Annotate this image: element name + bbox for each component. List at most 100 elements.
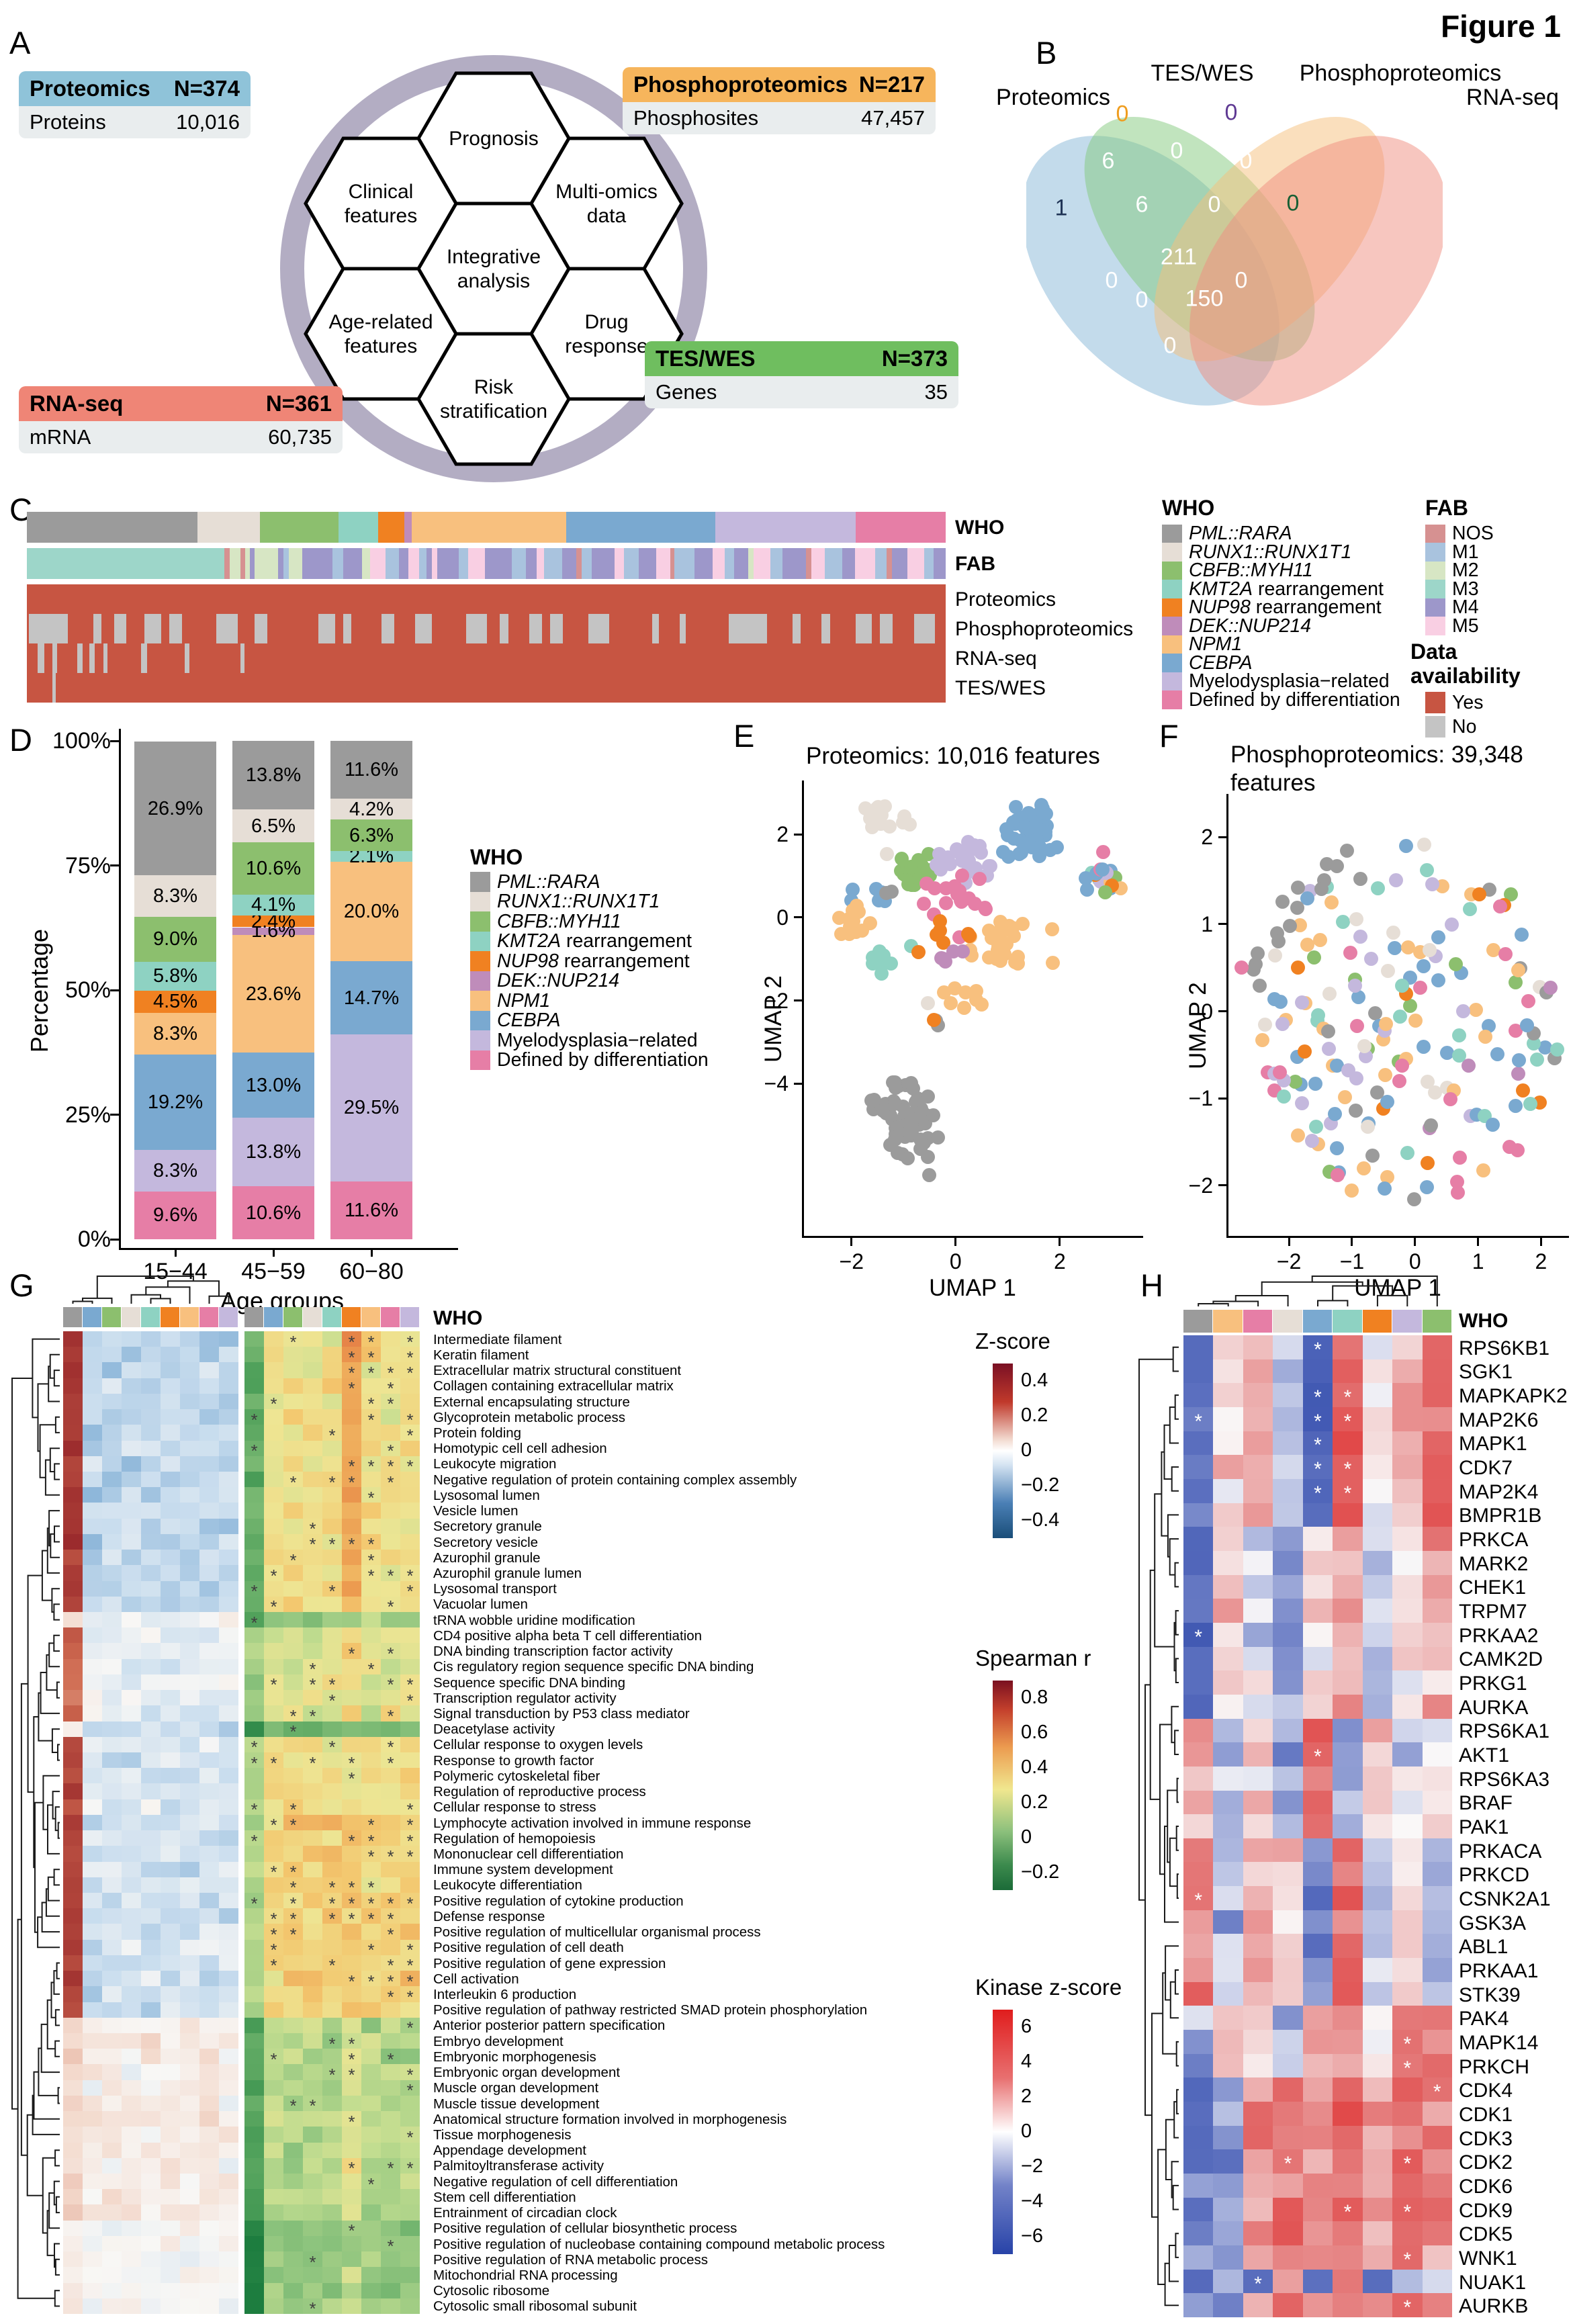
e-area-data-point [874,966,889,981]
g-right-heatmap-cell [381,1611,400,1628]
g-right-heatmap-cell [400,1658,420,1674]
who-band-segment [338,512,378,543]
who-legend-swatch [1162,617,1182,635]
avail-legend-title: Data [1410,639,1457,664]
d-legend-gene: CEBPA [497,1010,561,1031]
h-heatmap-cell: * [1302,1406,1333,1431]
h-heatmap-cell [1333,1718,1363,1743]
d-bar-segment-NPM1 [134,1013,216,1055]
h-heatmap-cell [1392,1455,1423,1479]
f-area-data-point [1298,1044,1312,1059]
g-right-heatmap-cell [244,2049,264,2065]
who-legend-label: DEK::NUP214 [1189,616,1311,636]
g-right-heatmap-cell [303,1487,322,1503]
g-left-heatmap-cell [141,2220,161,2236]
who-legend-label: CBFB::MYH11 [1189,561,1313,580]
availability-band-1-segment [588,614,610,643]
g-right-heatmap-cell: * [283,1877,303,1893]
g-right-heatmap-cell [361,2235,381,2252]
d-bar-value: 9.6% [152,1204,198,1226]
g-right-heatmap-cell [361,2142,381,2158]
g-right-heatmap-cell [322,2298,342,2314]
g-left-heatmap-cell [83,2049,102,2065]
g-right-heatmap-cell [303,1939,322,1955]
f-area-y-tick-label: 1 [1201,911,1213,936]
e-area-data-point [889,1130,904,1145]
g-left-heatmap-cell [180,1690,199,1706]
g-left-heatmap-cell [83,1425,102,1441]
f-area-data-point [1247,962,1261,977]
g-left-heatmap-cell [199,1347,219,1363]
panel-label-g: G [9,1267,34,1303]
g-right-heatmap-cell [283,1533,303,1550]
g-left-heatmap-cell [63,1596,83,1612]
d-legend-label: PML::RARA [497,872,600,892]
g-left-heatmap-cell [122,1986,141,2002]
who-band-segment [260,512,339,543]
g-left-heatmap-cell [180,1877,199,1893]
g-right-heatmap-cell [264,1518,283,1534]
g-right-heatmap-cell [264,1440,283,1456]
fab-band-segment [525,548,537,579]
availability-band-1-segment [729,614,768,643]
h-heatmap-cell [1333,1646,1363,1671]
h-heatmap-cell [1422,1550,1452,1575]
e-area-data-point [1009,800,1024,815]
h-heatmap-cell [1362,2221,1393,2246]
g-right-heatmap-cell [264,2080,283,2096]
h-heatmap-cell [1213,1814,1243,1838]
g-right-heatmap-cell [361,1611,381,1628]
h-heatmap-cell: * [1183,1886,1214,1910]
e-area-x-tick [954,1238,957,1246]
g-left-heatmap-cell [83,1533,102,1550]
g-left-heatmap-cell [141,2189,161,2205]
e-area-data-point [934,950,948,965]
f-area-data-point [1445,918,1459,932]
g-legend-spearman-title: Spearman r [975,1646,1091,1670]
h-heatmap-cell [1183,1814,1214,1838]
g-right-heatmap-cell [303,1721,322,1737]
f-area-data-point [1322,986,1337,1001]
g-right-heatmap-cell [381,1580,400,1597]
g-right-heatmap-cell [283,1986,303,2002]
d-legend-item: Myelodysplasia−related [470,1030,698,1051]
h-heatmap-cell [1243,1574,1273,1599]
availability-band-1-segment [144,614,161,643]
g-left-heatmap-cell [63,1924,83,1940]
g-left-heatmap-cell [161,2142,180,2158]
g-legend-spearman-tick: 0 [1021,1826,1032,1848]
g-who-strip-1 [244,1307,420,1327]
h-heatmap-cell [1243,1478,1273,1503]
g-left-heatmap-cell [219,1409,238,1425]
g-right-heatmap-cell: * [361,1908,381,1924]
g-left-heatmap-cell [180,2220,199,2236]
d-legend-title: WHO [470,845,523,869]
e-area-data-point [987,930,1002,944]
g-right-heatmap-cell [244,2032,264,2049]
g-right-heatmap-cell: * [400,1892,420,1909]
g-left-heatmap-cell [102,1456,122,1472]
g-left-heatmap-cell [83,1456,102,1472]
d-legend-label: NUP98 rearrangement [497,950,690,972]
e-area-data-point [933,923,948,938]
g-left-heatmap-cell [141,1611,161,1628]
g-left-heatmap-cell [161,1799,180,1815]
h-heatmap-cell: * [1273,2149,1303,2174]
g-legend-spearman-tick: 0.6 [1021,1722,1048,1743]
g-right-heatmap-cell [361,1721,381,1737]
d-bar-value: 4.5% [152,991,198,1013]
g-right-heatmap-cell: * [381,1736,400,1752]
d-legend-swatch [470,1010,490,1030]
fab-band-segment [639,548,656,579]
h-heatmap-cell [1302,1934,1333,1959]
g-right-heatmap-cell [283,1409,303,1425]
g-right-heatmap-cell [244,1331,264,1347]
h-heatmap-cell [1422,1742,1452,1767]
g-right-heatmap-cell: * [283,1471,303,1488]
h-heatmap-cell [1273,1455,1303,1479]
e-area-data-point [905,1121,919,1136]
g-right-heatmap-cell [303,2267,322,2283]
g-left-heatmap-cell [63,2235,83,2252]
g-right-heatmap-cell: * [400,1955,420,1971]
g-left-heatmap-cell [199,1331,219,1347]
